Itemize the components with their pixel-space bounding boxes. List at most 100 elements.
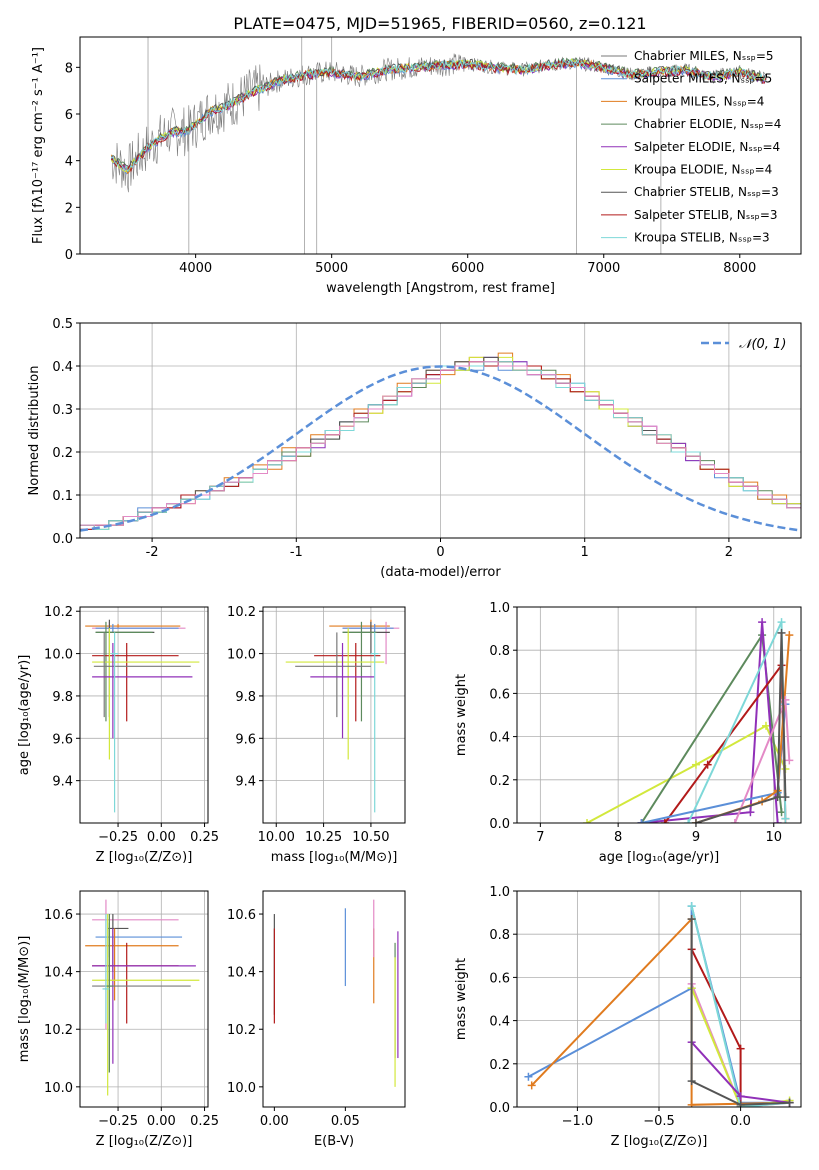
weight-series-line (695, 632, 787, 823)
y-tick-label: 1.0 (489, 601, 510, 616)
axes-frame (262, 606, 406, 824)
y-tick-label: 10.0 (44, 648, 73, 663)
y-axis-label: age [log₁₀(age/yr)] (17, 655, 32, 776)
y-tick-label: 0.5 (52, 317, 73, 332)
y-tick-label: 10.4 (227, 966, 256, 981)
legend-label: Salpeter MILES, Nₛₛₚ=5 (634, 72, 772, 86)
weight-series-line (690, 948, 742, 1107)
x-axis-label: E(B-V) (314, 1134, 354, 1149)
plot-area (80, 352, 801, 538)
y-axis-label: Normed distribution (27, 366, 42, 496)
legend-label: Kroupa MILES, Nₛₛₚ=4 (634, 94, 764, 108)
x-tick-label: 0.25 (190, 830, 219, 845)
figure-title: PLATE=0475, MJD=51965, FIBERID=0560, z=0… (233, 14, 646, 33)
x-tick-label: 8000 (723, 261, 756, 276)
plot-area (273, 899, 399, 1087)
axes-frame (262, 890, 406, 1108)
x-tick-label: 7000 (587, 261, 620, 276)
x-tick-label: 0.00 (260, 1114, 289, 1129)
x-tick-label: -1 (290, 545, 303, 560)
chart-weight_vs_age: 7 8 9 10 0.0 0.2 0.4 0.6 0.8 1.0 age [log₁₀(age/yr… (454, 601, 802, 865)
x-axis-label: Z [log₁₀(Z/Z⊙)] (96, 1134, 193, 1149)
chart-spectrum: Chabrier MILES, Nₛₛₚ=5 Salpeter MILES, Nₛ… (31, 36, 802, 296)
y-tick-label: 10.6 (44, 908, 73, 923)
y-tick-label: 10.4 (44, 966, 73, 981)
legend-label: Kroupa ELODIE, Nₛₛₚ=4 (634, 163, 772, 177)
x-tick-label: 0.00 (147, 1114, 176, 1129)
spectrum-model-line (111, 59, 767, 173)
y-tick-label: 9.8 (52, 690, 73, 705)
x-axis-label: age [log₁₀(age/yr)] (599, 850, 720, 865)
y-tick-label: 10.0 (44, 1081, 73, 1096)
y-axis-label: Flux [fλ10⁻¹⁷ erg cm⁻² s⁻¹ A⁻¹] (31, 47, 46, 244)
x-tick-label: 0.00 (147, 830, 176, 845)
y-tick-label: 10.2 (227, 1023, 256, 1038)
y-tick-label: 0.6 (489, 687, 510, 702)
x-tick-label: 9 (692, 830, 700, 845)
x-tick-label: 0.05 (331, 1114, 360, 1129)
x-axis-label: wavelength [Angstrom, rest frame] (326, 281, 555, 296)
y-tick-label: 0.4 (489, 1015, 510, 1030)
y-tick-label: 9.8 (235, 690, 256, 705)
y-tick-label: 9.6 (235, 732, 256, 747)
x-tick-label: 6000 (451, 261, 484, 276)
chart-weight_vs_Z: −1.0 −0.5 0.0 0.0 0.2 0.4 0.6 0.8 1.0 Z [log₁₀(Z/… (454, 885, 802, 1149)
y-axis-label: mass weight (454, 674, 469, 756)
y-tick-label: 0.0 (52, 532, 73, 547)
legend-label: Chabrier ELODIE, Nₛₛₚ=4 (634, 117, 781, 131)
x-tick-label: 2 (725, 545, 733, 560)
chart-age_vs_mass: 10.00 10.25 10.50 9.4 9.6 9.8 10.0 10.2 mass [lo… (227, 605, 406, 865)
x-tick-label: 10.50 (352, 830, 389, 845)
y-tick-label: 9.4 (235, 775, 256, 790)
y-axis-label: mass weight (454, 958, 469, 1040)
plot-area (85, 619, 200, 813)
x-tick-label: 8 (614, 830, 622, 845)
panels: Chabrier MILES, Nₛₛₚ=5 Salpeter MILES, Nₛ… (17, 36, 802, 1149)
y-tick-label: 10.0 (227, 648, 256, 663)
chart-age_vs_Z: −0.25 0.00 0.25 9.4 9.6 9.8 10.0 10.2 Z [log₁₀(Z… (17, 605, 219, 865)
y-tick-label: 0.6 (489, 971, 510, 986)
y-tick-label: 9.6 (52, 732, 73, 747)
x-tick-label: −0.25 (98, 1114, 138, 1129)
weight-series-line (641, 622, 779, 823)
legend-label: Chabrier MILES, Nₛₛₚ=5 (634, 49, 774, 63)
chart-mass_vs_Z: −0.25 0.00 0.25 10.0 10.2 10.4 10.6 Z [log₁₀(Z/… (17, 890, 219, 1149)
y-tick-label: 1.0 (489, 885, 510, 900)
y-tick-label: 0.0 (489, 1101, 510, 1116)
x-tick-label: 7 (536, 830, 544, 845)
plot-area (524, 902, 794, 1107)
x-tick-label: 4000 (179, 261, 212, 276)
weight-series-line (641, 704, 787, 823)
weight-series-line (530, 916, 790, 1106)
chart-residuals: 𝒩(0, 1) -2 -1 0 1 2 0.0 0.1 0.2 0.3 0.4 0.5 (data-mo… (27, 317, 802, 580)
weight-series-line (586, 724, 787, 823)
y-tick-label: 6 (65, 108, 73, 123)
x-tick-label: 0 (436, 545, 444, 560)
plot-area (285, 619, 400, 813)
legend-label: Kroupa STELIB, Nₛₛₚ=3 (634, 231, 770, 245)
y-tick-label: 9.4 (52, 775, 73, 790)
x-tick-label: 10 (765, 830, 782, 845)
y-tick-label: 0.8 (489, 644, 510, 659)
legend-label: Chabrier STELIB, Nₛₛₚ=3 (634, 185, 779, 199)
y-tick-label: 0.2 (52, 446, 73, 461)
x-axis-label: (data-model)/error (380, 565, 501, 580)
axes-frame (516, 606, 802, 824)
y-tick-label: 0.2 (489, 774, 510, 789)
y-tick-label: 2 (65, 201, 73, 216)
y-tick-label: 0.0 (489, 817, 510, 832)
legend: 𝒩(0, 1) (701, 337, 786, 352)
y-axis-label: mass [log₁₀(M/M⊙)] (17, 936, 32, 1063)
legend: Chabrier MILES, Nₛₛₚ=5 Salpeter MILES, Nₛ… (601, 49, 781, 245)
y-tick-label: 0.8 (489, 928, 510, 943)
x-tick-label: 10.00 (258, 830, 295, 845)
plot-area (85, 899, 200, 1096)
x-tick-label: 1 (581, 545, 589, 560)
y-tick-label: 4 (65, 155, 73, 170)
plot-area (110, 37, 767, 254)
x-axis-label: Z [log₁₀(Z/Z⊙)] (96, 850, 193, 865)
y-tick-label: 0.2 (489, 1058, 510, 1073)
legend-label: 𝒩(0, 1) (739, 337, 786, 352)
legend-label: Salpeter ELODIE, Nₛₛₚ=4 (634, 140, 780, 154)
